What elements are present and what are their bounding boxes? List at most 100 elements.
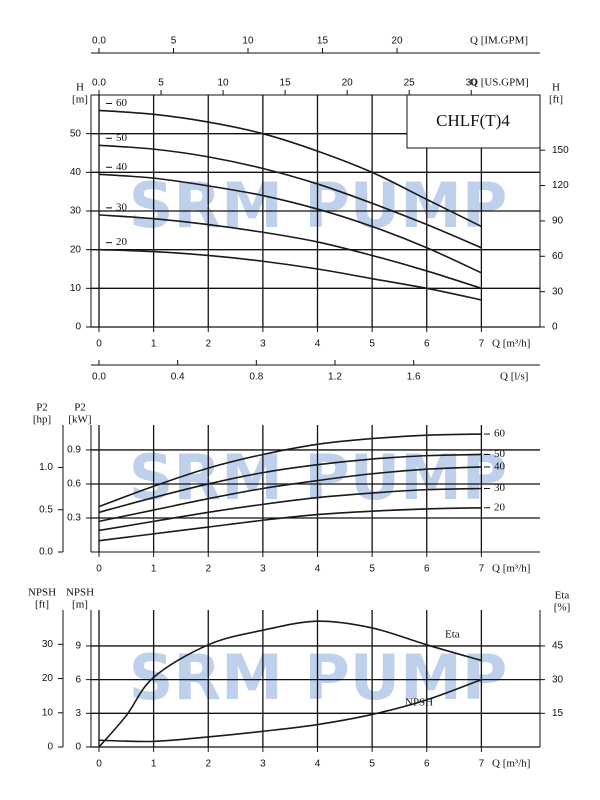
y-tick-label: 0.3 <box>67 513 81 524</box>
extra-x-axis-label: Q [l/s] <box>500 371 528 383</box>
y-tick-label: 9 <box>75 641 81 652</box>
curve <box>98 433 482 508</box>
y3-tick-label: 30 <box>552 674 564 685</box>
x-tick-label: 0 <box>96 564 102 575</box>
x-tick-label: 6 <box>424 759 430 770</box>
series-label: 30 <box>494 482 506 494</box>
title-box <box>406 94 541 149</box>
extra-x-tick-label: 1.6 <box>407 372 421 383</box>
y-tick-label: 20 <box>70 244 82 255</box>
y-axis-label: H <box>76 82 84 94</box>
extra-x-tick-label: 10 <box>242 36 254 47</box>
curve <box>98 487 482 532</box>
curve <box>98 109 482 228</box>
curve <box>98 248 482 301</box>
extra-x-tick-label: 0.4 <box>171 372 185 383</box>
curve <box>98 678 482 743</box>
series-label: 50 <box>116 132 128 144</box>
y3-tick-label: 15 <box>552 708 564 719</box>
extra-x-tick-label: 25 <box>404 78 416 89</box>
curve <box>98 506 482 542</box>
y2-tick-label: 30 <box>552 286 564 297</box>
y2-axis-unit: [ft] <box>549 94 563 106</box>
y-tick-label: 40 <box>70 167 82 178</box>
x-tick-label: 6 <box>424 339 430 350</box>
extra-x-tick-label: 0.8 <box>249 372 263 383</box>
y2-tick-label: 20 <box>42 673 54 684</box>
y2-tick-label: 10 <box>42 707 54 718</box>
x-tick-label: 7 <box>479 339 485 350</box>
x-tick-label: 1 <box>151 339 157 350</box>
y-tick-label: 6 <box>75 674 81 685</box>
y-axis-unit: [m] <box>72 599 88 611</box>
x-tick-label: 4 <box>315 339 321 350</box>
curve <box>98 453 482 514</box>
extra-x-tick-label: 0.0 <box>92 372 106 383</box>
x-tick-label: 5 <box>369 564 375 575</box>
y-tick-label: 0 <box>75 742 81 753</box>
extra-x-tick-label: 1.2 <box>328 372 342 383</box>
y-tick-label: 0.9 <box>67 445 81 456</box>
y-axis-label: NPSH <box>66 587 94 599</box>
extra-x-axis-label: Q [US.GPM] <box>470 77 529 89</box>
x-axis-label: Q [m³/h] <box>492 338 530 350</box>
series-label: 60 <box>116 97 128 109</box>
curve <box>98 620 482 748</box>
y2-tick-label: 0 <box>552 322 558 333</box>
y2-tick-label: 150 <box>552 145 569 156</box>
extra-x-tick-label: 20 <box>391 36 403 47</box>
series-label: 20 <box>116 236 128 248</box>
curve <box>98 173 482 274</box>
y-tick-label: 10 <box>70 283 82 294</box>
y-axis-label: P2 <box>74 402 86 414</box>
chart-title: CHLF(T)4 <box>436 111 510 130</box>
extra-x-tick-label: 0.0 <box>92 78 106 89</box>
x-tick-label: 4 <box>315 564 321 575</box>
y2-tick-label: 0 <box>47 742 53 753</box>
x-tick-label: 3 <box>260 564 266 575</box>
y2-tick-label: 30 <box>42 639 54 650</box>
y-tick-label: 50 <box>70 128 82 139</box>
series-label: 40 <box>494 460 506 472</box>
x-tick-label: 4 <box>315 759 321 770</box>
series-label: 40 <box>116 161 128 173</box>
x-tick-label: 1 <box>151 759 157 770</box>
y3-axis-unit: [%] <box>554 602 571 614</box>
extra-x-axis-label: Q [IM.GPM] <box>470 35 528 47</box>
y3-axis-label: Eta <box>555 590 570 602</box>
series-label: 60 <box>494 428 506 440</box>
x-tick-label: 2 <box>205 564 211 575</box>
series-label: 20 <box>494 501 506 513</box>
series-label: 30 <box>116 201 128 213</box>
series-label: Eta <box>445 629 460 641</box>
y2-tick-label: 60 <box>552 251 564 262</box>
y2-tick-label: 0.0 <box>39 547 53 558</box>
y3-tick-label: 45 <box>552 641 564 652</box>
y2-axis-label: H <box>552 82 560 94</box>
extra-x-tick-label: 20 <box>342 78 354 89</box>
extra-x-tick-label: 10 <box>218 78 230 89</box>
series-label: NPSH <box>405 697 433 709</box>
curve <box>98 466 482 523</box>
y-tick-label: 3 <box>75 708 81 719</box>
y2-tick-label: 0.5 <box>39 504 53 515</box>
curve <box>98 214 482 290</box>
curve <box>98 144 482 249</box>
y2-tick-label: 1.0 <box>39 462 53 473</box>
y2-axis-unit: [ft] <box>35 599 49 611</box>
y-tick-label: 0 <box>75 322 81 333</box>
extra-x-tick-label: 5 <box>158 78 164 89</box>
y2-axis-label: NPSH <box>28 587 56 599</box>
y-tick-label: 0.6 <box>67 479 81 490</box>
series-label: 50 <box>494 448 506 460</box>
x-tick-label: 0 <box>96 759 102 770</box>
x-axis-label: Q [m³/h] <box>492 758 530 770</box>
y-tick-label: 30 <box>70 206 82 217</box>
x-tick-label: 2 <box>205 339 211 350</box>
x-tick-label: 2 <box>205 759 211 770</box>
x-tick-label: 7 <box>479 759 485 770</box>
x-tick-label: 5 <box>369 339 375 350</box>
y2-tick-label: 120 <box>552 180 569 191</box>
x-tick-label: 7 <box>479 564 485 575</box>
